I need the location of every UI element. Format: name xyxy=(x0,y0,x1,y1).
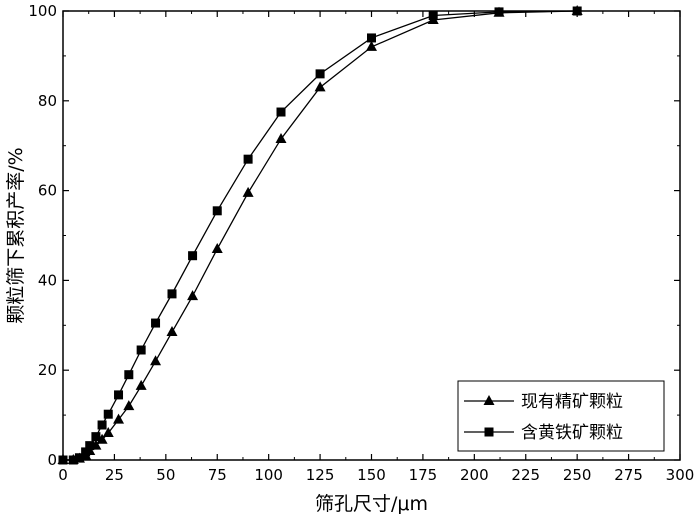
x-tick-label: 250 xyxy=(563,466,592,484)
data-point xyxy=(150,355,162,366)
data-point xyxy=(113,413,125,424)
data-point xyxy=(276,107,286,117)
data-point xyxy=(103,409,113,419)
legend-marker-triangle xyxy=(483,395,495,405)
x-tick-label: 200 xyxy=(460,466,489,484)
data-point xyxy=(275,132,287,143)
data-point xyxy=(211,242,223,253)
x-tick-label: 75 xyxy=(208,466,227,484)
y-tick-label: 80 xyxy=(38,92,57,110)
data-point xyxy=(494,7,504,17)
data-point xyxy=(91,432,101,442)
data-point xyxy=(166,326,178,337)
legend-box xyxy=(457,380,665,452)
data-point xyxy=(81,447,91,457)
data-point xyxy=(243,154,253,164)
data-point xyxy=(366,40,377,51)
y-tick-label: 40 xyxy=(38,271,57,289)
data-point xyxy=(242,186,254,197)
x-tick-label: 125 xyxy=(306,466,335,484)
data-point xyxy=(123,400,135,411)
y-tick-label: 20 xyxy=(38,361,57,379)
legend-marker-square xyxy=(484,427,494,437)
x-tick-label: 150 xyxy=(357,466,386,484)
data-point xyxy=(85,441,95,451)
data-point xyxy=(367,33,376,43)
data-point xyxy=(314,81,326,92)
legend-label: 含黄铁矿颗粒 xyxy=(521,423,623,443)
x-axis-title: 筛孔尺寸/μm xyxy=(315,493,428,515)
data-point xyxy=(96,433,108,444)
data-point xyxy=(97,420,107,430)
legend-label: 现有精矿颗粒 xyxy=(521,392,623,412)
data-point xyxy=(187,290,199,301)
x-tick-label: 225 xyxy=(511,466,540,484)
data-point xyxy=(188,251,198,261)
x-tick-label: 50 xyxy=(156,466,175,484)
data-point xyxy=(428,10,438,20)
data-point xyxy=(315,69,325,79)
x-tick-label: 275 xyxy=(614,466,643,484)
data-point xyxy=(151,318,161,328)
data-point xyxy=(114,390,124,400)
x-tick-label: 25 xyxy=(105,466,124,484)
data-point xyxy=(136,345,146,355)
data-point xyxy=(74,453,84,463)
data-point xyxy=(135,379,147,390)
y-tick-label: 100 xyxy=(28,2,57,20)
data-point xyxy=(167,289,177,299)
y-axis-title: 颗粒筛下累积产率/% xyxy=(5,147,27,323)
y-tick-label: 60 xyxy=(38,182,57,200)
y-tick-label: 0 xyxy=(47,451,57,469)
x-tick-label: 300 xyxy=(666,466,695,484)
axes: 0 25 50 75 100 125 150 175 200 225 250 275 300 0 20 40 6… xyxy=(28,2,694,484)
data-point xyxy=(212,206,222,216)
x-tick-label: 175 xyxy=(409,466,438,484)
x-tick-label: 100 xyxy=(254,466,283,484)
data-point xyxy=(124,370,134,380)
data-point xyxy=(102,427,114,438)
x-tick-label: 0 xyxy=(58,466,68,484)
